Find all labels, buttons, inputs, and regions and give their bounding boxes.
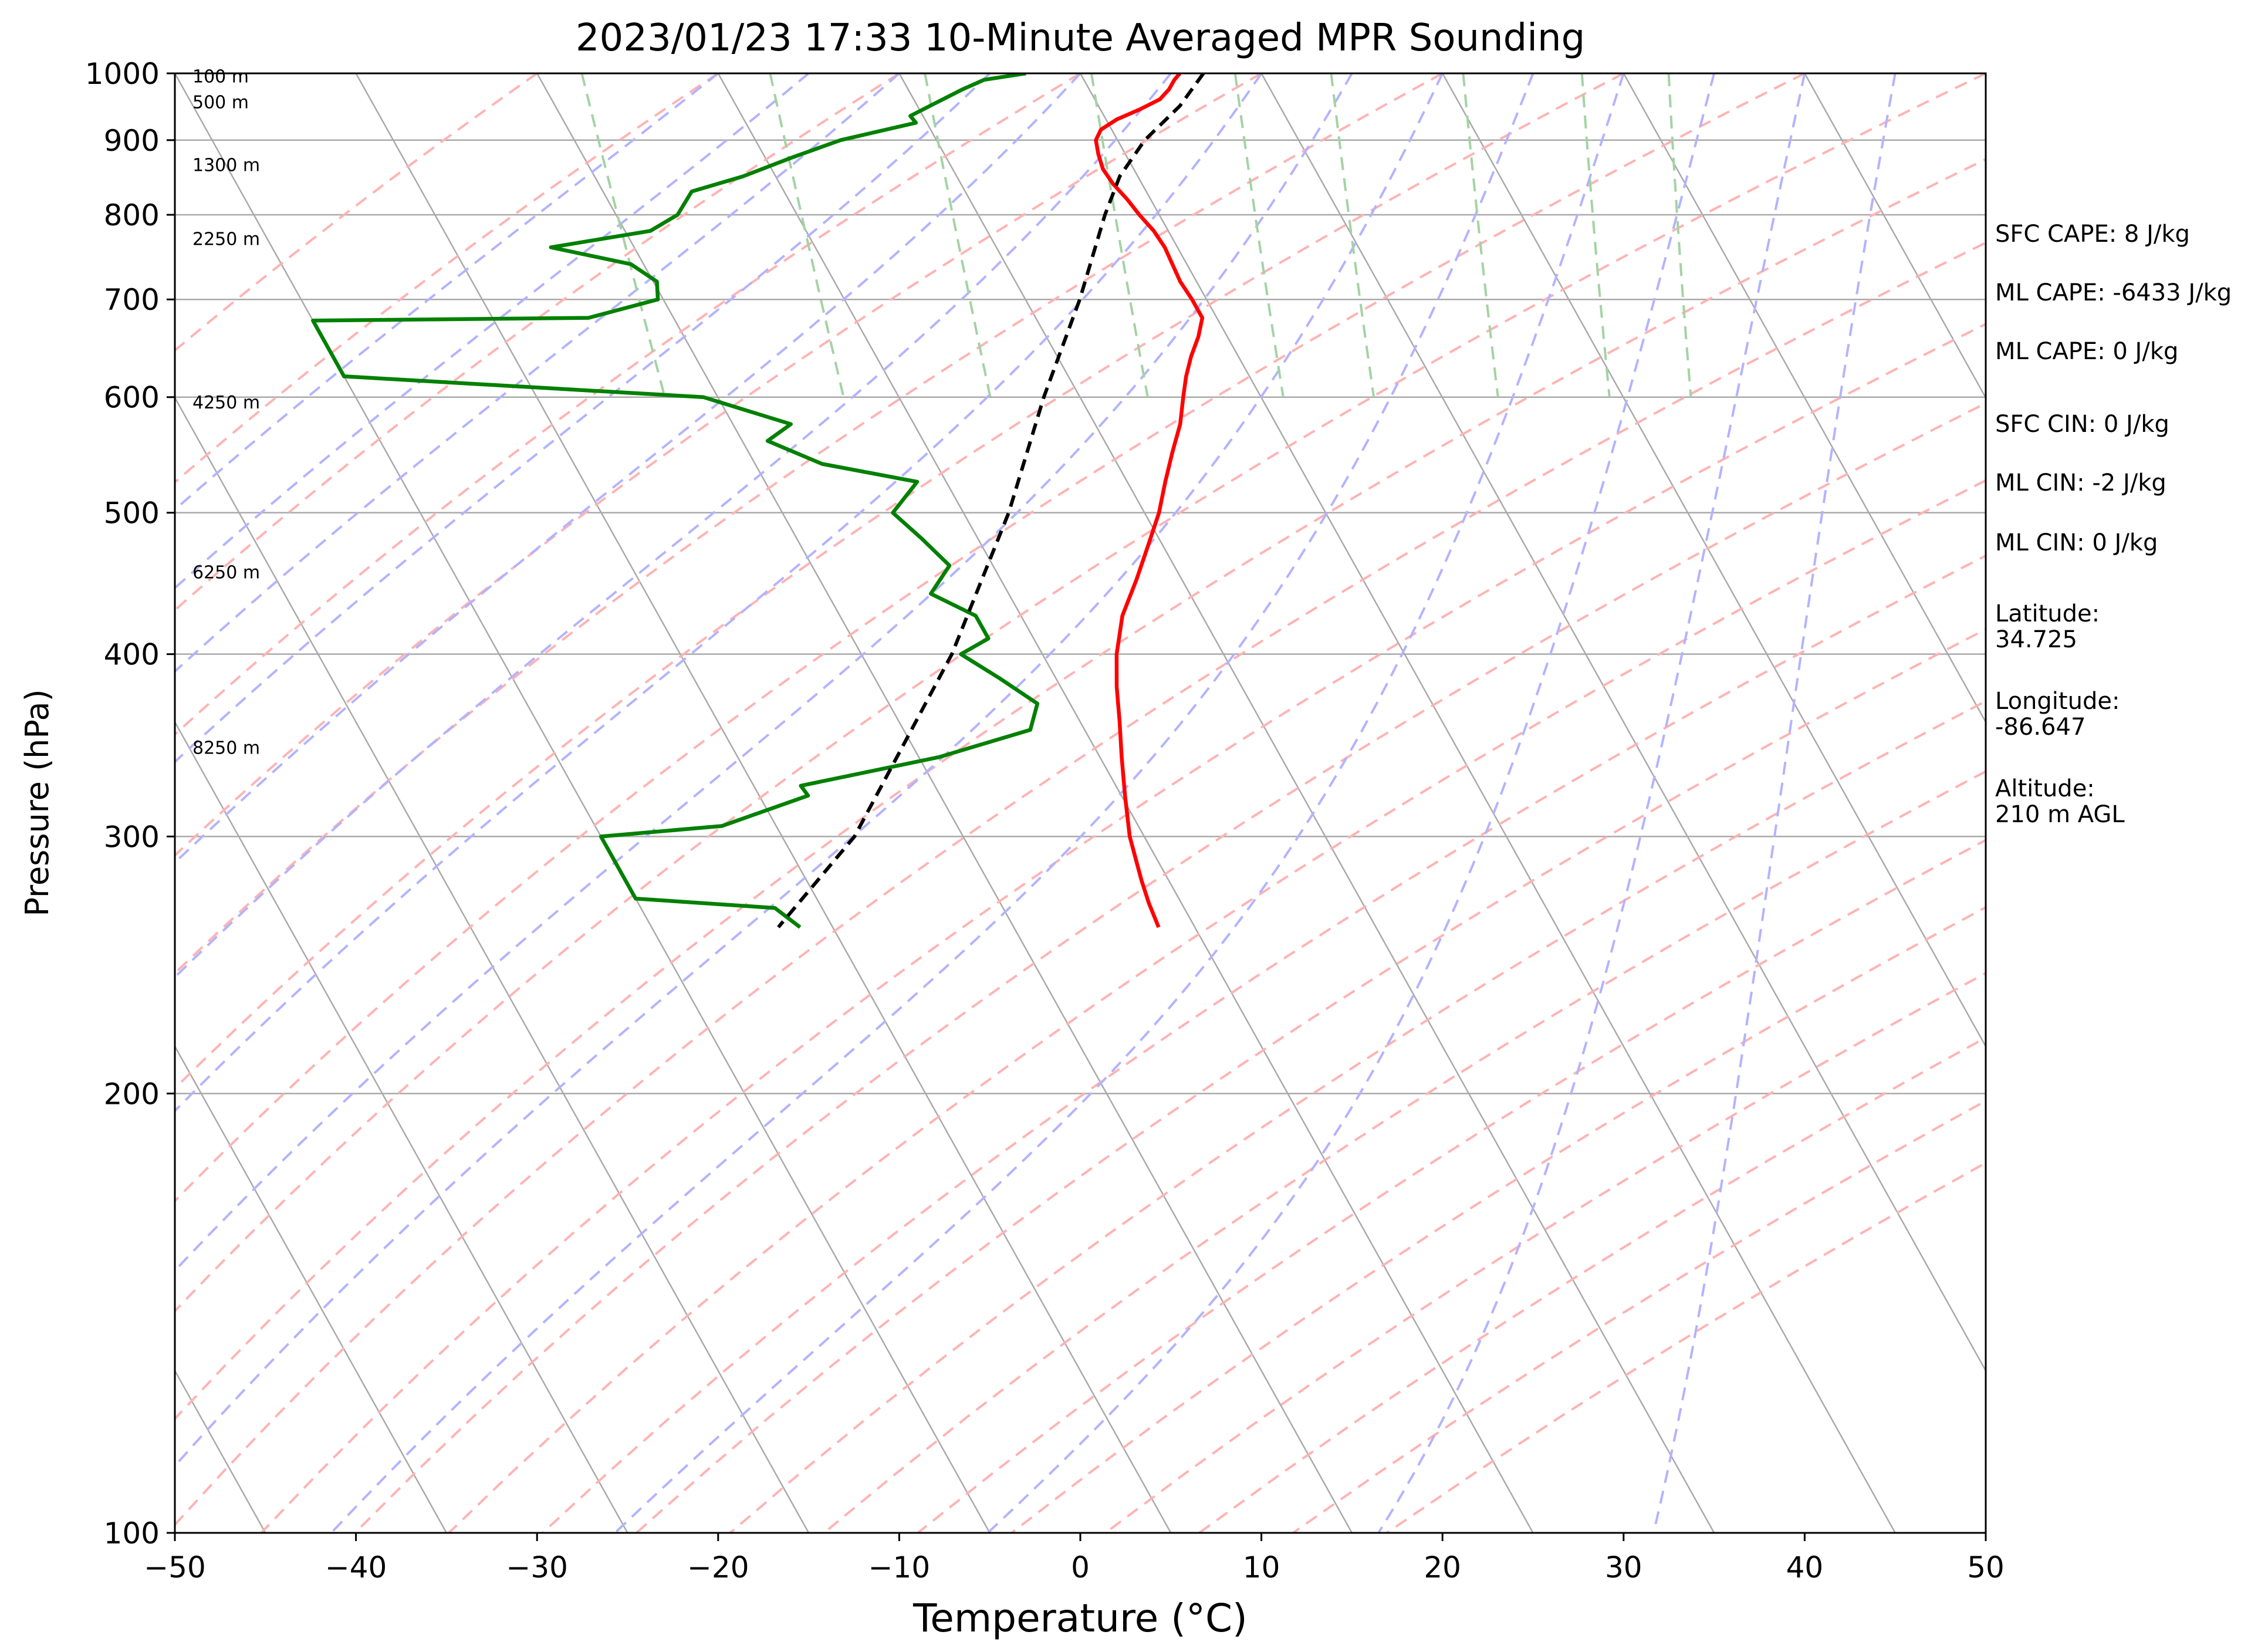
y-axis: 1000 900 800 700 600 500 400 300 200 100 [85, 57, 175, 1550]
moist-adiabat-line [0, 73, 1080, 1533]
moist-adiabat-line [1654, 73, 1895, 1533]
mixing-ratio-line [1235, 73, 1283, 397]
y-axis-label: Pressure (hPa) [19, 689, 56, 916]
x-axis: −50 −40 −30 −20 −10 0 10 20 30 40 50 [144, 1533, 2005, 1585]
dry-adiabat-line [0, 73, 1262, 1533]
moist-adiabat-line [117, 73, 1442, 1533]
isotherm-line [356, 73, 1171, 1533]
y-tick-label: 900 [104, 124, 160, 158]
dry-adiabat-line [261, 73, 2268, 1533]
dry-adiabat-line [0, 73, 1624, 1533]
moist-adiabat-line [0, 73, 1352, 1533]
mixing-ratio-line [925, 73, 990, 397]
y-tick-label: 800 [104, 198, 160, 232]
moist-adiabat-line [615, 73, 1624, 1533]
height-label: 1300 m [192, 156, 260, 176]
dry-adiabat-line [0, 73, 537, 1533]
isotherm-line [899, 73, 1714, 1533]
y-tick-label: 300 [104, 820, 160, 854]
height-label: 6250 m [192, 563, 260, 583]
annotation-text: SFC CIN: 0 J/kg [1995, 411, 2169, 438]
series-line-2 [778, 73, 1203, 927]
annotation-text: SFC CAPE: 8 J/kg [1995, 221, 2190, 248]
x-tick-label: 50 [1967, 1550, 2005, 1585]
isotherm-line [0, 73, 627, 1533]
x-tick-label: −30 [506, 1550, 568, 1585]
moist-adiabat-line [332, 73, 1533, 1533]
isotherm-line [1262, 73, 2077, 1533]
dry-adiabat-line [355, 73, 2268, 1533]
annotation-text: ML CAPE: -6433 J/kg [1995, 279, 2232, 306]
y-tick-label: 600 [104, 381, 160, 415]
dry-adiabat-line [0, 73, 1804, 1533]
series-line-1 [313, 73, 1037, 927]
x-tick-label: 10 [1243, 1550, 1280, 1585]
annotation-text: Longitude: [1995, 688, 2120, 715]
annotation-text: 210 m AGL [1995, 801, 2125, 828]
y-tick-label: 500 [104, 496, 160, 531]
mixing-ratio-line [1463, 73, 1498, 397]
x-tick-label: 40 [1786, 1550, 1824, 1585]
y-tick-label: 100 [104, 1516, 160, 1550]
dry-adiabat-line [167, 73, 2268, 1533]
y-tick-label: 400 [104, 638, 160, 672]
isotherm-line [0, 73, 447, 1533]
dry-adiabat-line [0, 73, 1442, 1533]
moist-adiabat-line [0, 73, 1262, 1533]
dry-adiabat-line [74, 73, 2167, 1533]
height-label: 500 m [192, 93, 249, 113]
x-tick-label: −10 [868, 1550, 931, 1585]
height-label: 2250 m [192, 229, 260, 249]
annotation-text: 34.725 [1995, 626, 2077, 653]
annotation-text: Altitude: [1995, 775, 2095, 802]
chart-title: 2023/01/23 17:33 10-Minute Averaged MPR … [576, 16, 1585, 60]
annotation-text: ML CAPE: 0 J/kg [1995, 338, 2178, 365]
y-tick-label: 1000 [85, 57, 160, 91]
x-tick-label: −40 [325, 1550, 387, 1585]
y-tick-label: 200 [104, 1077, 160, 1111]
x-tick-label: 20 [1424, 1550, 1461, 1585]
x-tick-label: 0 [1071, 1550, 1090, 1585]
x-tick-label: −50 [144, 1550, 206, 1585]
y-tick-label: 700 [104, 283, 160, 317]
moist-adiabat-line [988, 73, 1714, 1533]
annotation-text: ML CIN: -2 J/kg [1995, 469, 2166, 496]
mixing-ratio-line [770, 73, 843, 397]
annotation-text: -86.647 [1995, 714, 2086, 741]
x-axis-label: Temperature (°C) [912, 1596, 1248, 1641]
annotation-text: ML CIN: 0 J/kg [1995, 529, 2158, 556]
height-label: 8250 m [192, 738, 260, 758]
height-label: 100 m [192, 66, 249, 87]
dry-adiabat-line [0, 73, 1080, 1533]
stats-annotations: SFC CAPE: 8 J/kg ML CAPE: -6433 J/kg ML CA… [1995, 221, 2232, 828]
background-lines [0, 73, 2268, 1533]
mixing-ratio-line [1669, 73, 1691, 397]
annotation-text: Latitude: [1995, 600, 2100, 627]
height-label: 4250 m [192, 393, 260, 413]
isotherm-line [175, 73, 990, 1533]
x-tick-label: −20 [687, 1550, 749, 1585]
x-tick-label: 30 [1605, 1550, 1642, 1585]
